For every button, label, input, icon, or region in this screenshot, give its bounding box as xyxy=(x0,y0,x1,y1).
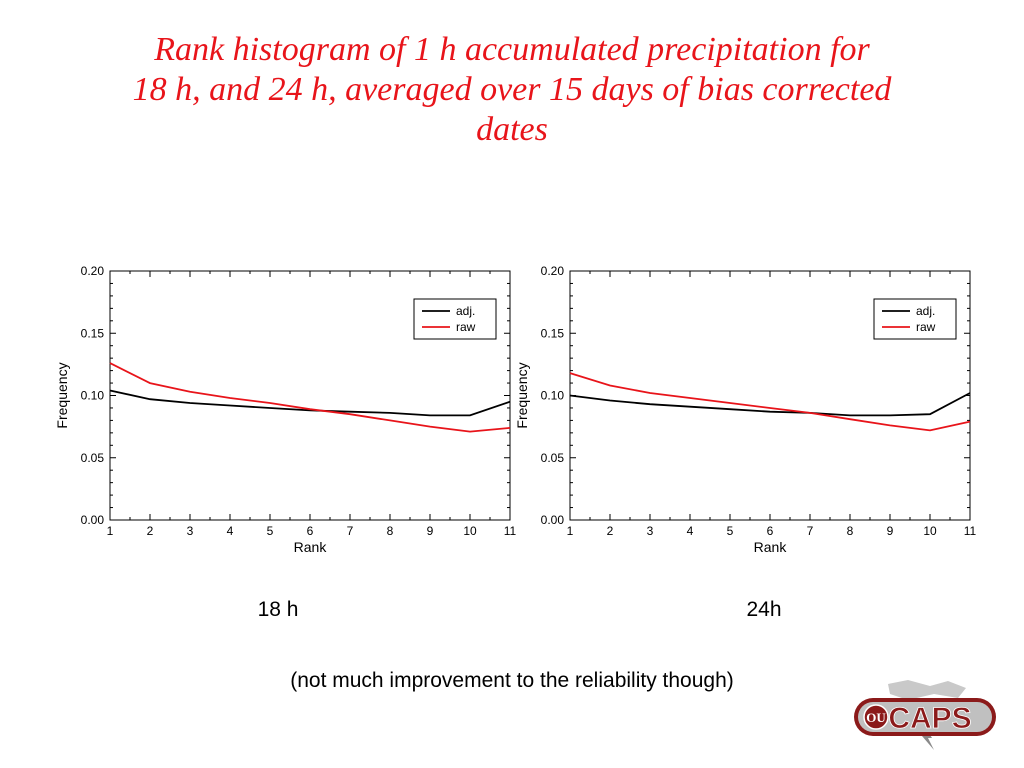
x-tick-label: 11 xyxy=(964,524,977,538)
y-tick-label: 0.15 xyxy=(81,326,105,340)
legend-label: adj. xyxy=(916,304,935,318)
x-tick-label: 10 xyxy=(923,524,937,538)
y-tick-label: 0.10 xyxy=(541,389,565,403)
caps-logo-graphic: CAPS OU xyxy=(854,680,996,750)
logo-funnel xyxy=(922,728,934,750)
slide-title: Rank histogram of 1 h accumulated precip… xyxy=(40,30,984,150)
x-tick-label: 6 xyxy=(307,524,314,538)
logo-wordmark: CAPS xyxy=(888,702,971,735)
chart-svg: 1 2 3 4 5 6 7 8 9 10 11 0.00 0.05 0.10 0.15 0.20 Rank Fre… xyxy=(54,264,517,555)
x-tick-label: 7 xyxy=(807,524,814,538)
y-axis-label: Frequency xyxy=(514,362,530,428)
x-tick-label: 1 xyxy=(107,524,114,538)
y-tick-label: 0.10 xyxy=(81,389,105,403)
x-tick-label: 5 xyxy=(727,524,734,538)
x-tick-label: 3 xyxy=(647,524,654,538)
rank-histogram-24h: 1 2 3 4 5 6 7 8 9 10 11 0.00 0.05 0.10 0.15 0.20 Rank Fre… xyxy=(510,255,980,565)
logo-inner-badge xyxy=(858,702,992,732)
x-tick-label: 5 xyxy=(267,524,274,538)
x-tick-label: 4 xyxy=(687,524,694,538)
legend-label: adj. xyxy=(456,304,475,318)
logo-ou-mark: OU xyxy=(866,710,886,725)
x-tick-label: 8 xyxy=(847,524,854,538)
series-line-adj xyxy=(109,389,511,417)
series-line-raw xyxy=(569,372,971,432)
logo-storm-cloud xyxy=(888,680,966,700)
y-tick-label: 0.00 xyxy=(81,513,105,527)
y-tick-label: 0.00 xyxy=(541,513,565,527)
x-tick-label: 9 xyxy=(427,524,434,538)
series-line-raw xyxy=(109,362,511,433)
title-line-1: Rank histogram of 1 h accumulated precip… xyxy=(154,31,870,68)
logo-ou-circle xyxy=(863,704,889,730)
legend-label: raw xyxy=(456,320,476,334)
x-tick-label: 10 xyxy=(463,524,477,538)
y-tick-label: 0.15 xyxy=(541,326,565,340)
x-tick-label: 3 xyxy=(187,524,194,538)
legend-label: raw xyxy=(916,320,936,334)
y-axis-label: Frequency xyxy=(54,362,70,428)
chart-svg: 1 2 3 4 5 6 7 8 9 10 11 0.00 0.05 0.10 0.15 0.20 Rank Fre… xyxy=(514,264,977,555)
x-tick-label: 6 xyxy=(767,524,774,538)
panel-caption-24h: 24h xyxy=(746,598,782,621)
rank-histogram-18h: 1 2 3 4 5 6 7 8 9 10 11 0.00 0.05 0.10 0.15 0.20 Rank Fre… xyxy=(50,255,520,565)
caps-logo: CAPS OU xyxy=(848,678,1002,752)
x-tick-label: 9 xyxy=(887,524,894,538)
x-tick-label: 2 xyxy=(147,524,154,538)
x-tick-label: 7 xyxy=(347,524,354,538)
x-tick-label: 2 xyxy=(607,524,614,538)
legend-box xyxy=(413,298,497,340)
y-tick-label: 0.05 xyxy=(541,451,565,465)
series-line-adj xyxy=(569,392,971,417)
x-tick-label: 11 xyxy=(504,524,517,538)
x-tick-label: 8 xyxy=(387,524,394,538)
x-axis-label: Rank xyxy=(294,539,328,555)
title-line-3: dates xyxy=(476,111,548,148)
x-tick-label: 1 xyxy=(567,524,574,538)
legend-box xyxy=(873,298,957,340)
y-tick-label: 0.20 xyxy=(541,264,565,278)
x-tick-label: 4 xyxy=(227,524,234,538)
y-tick-label: 0.05 xyxy=(81,451,105,465)
x-axis-label: Rank xyxy=(754,539,788,555)
title-line-2: 18 h, and 24 h, averaged over 15 days of… xyxy=(132,71,892,108)
panel-caption-18h: 18 h xyxy=(257,598,299,621)
footnote: (not much improvement to the reliability… xyxy=(290,669,734,692)
y-tick-label: 0.20 xyxy=(81,264,105,278)
